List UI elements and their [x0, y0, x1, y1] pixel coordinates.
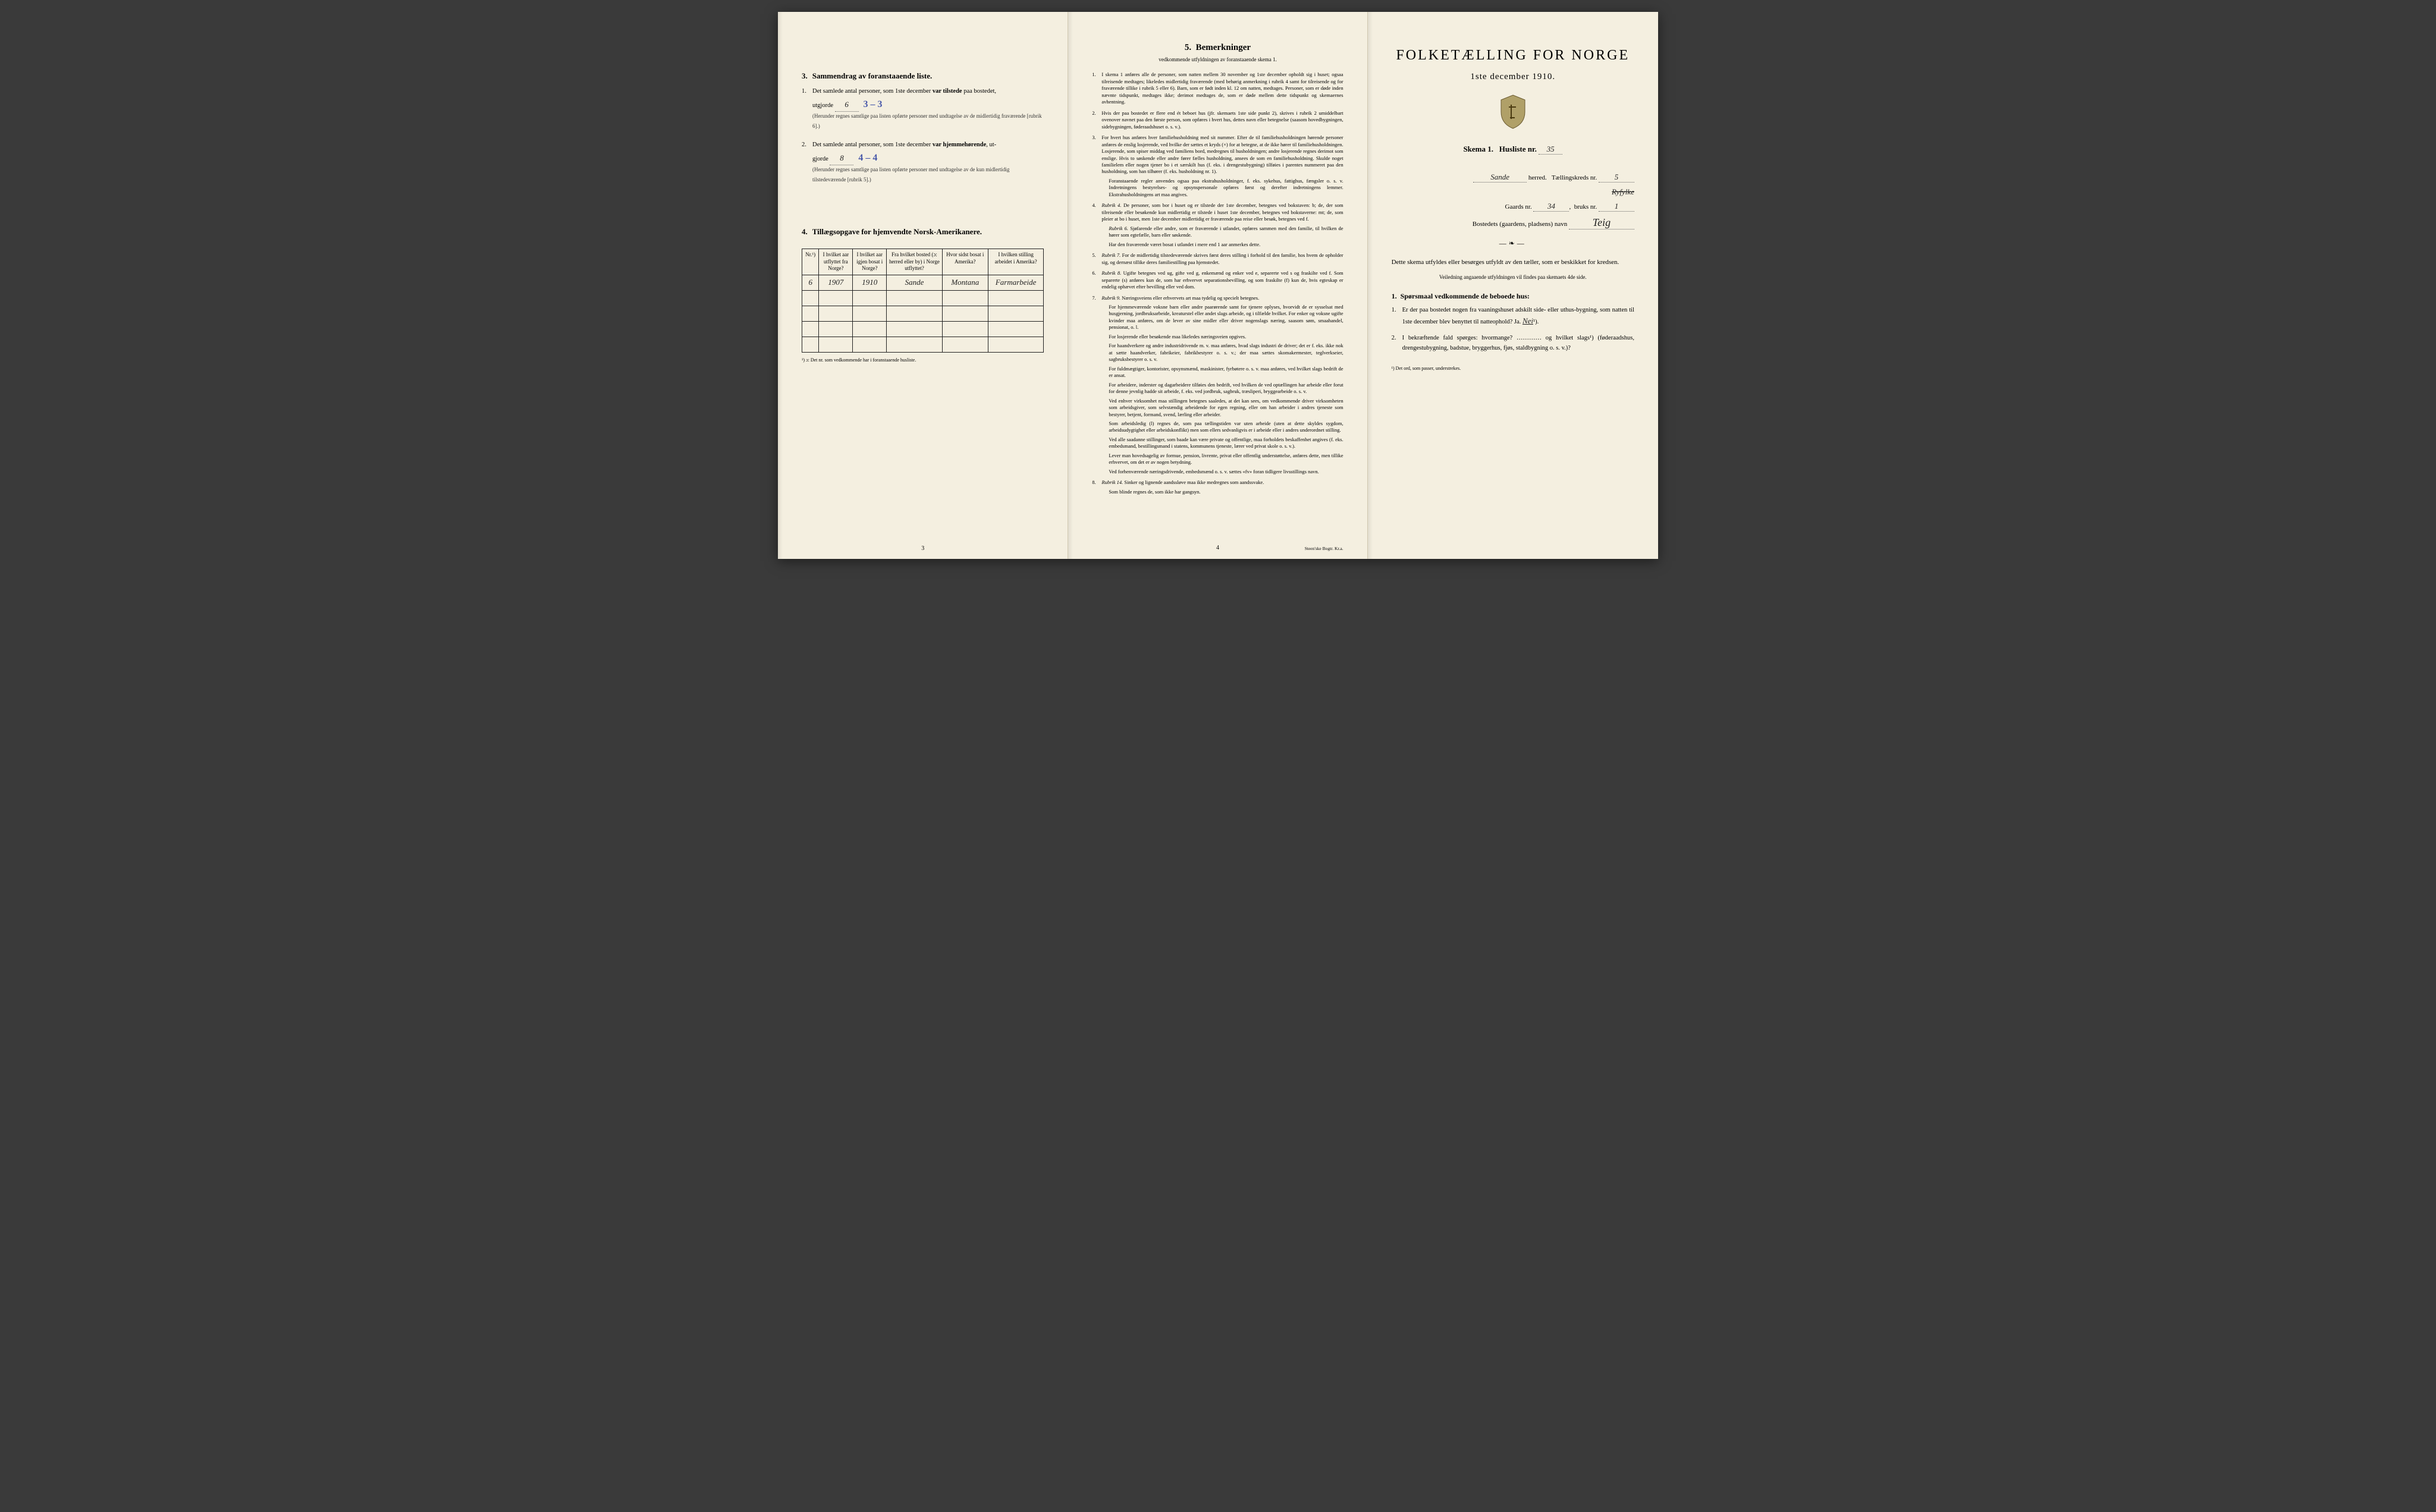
table-cell	[802, 306, 819, 322]
table-col-header: I hvilket aar utflyttet fra Norge?	[819, 249, 853, 275]
table-col-header: I hvilken stilling arbeidet i Amerika?	[988, 249, 1044, 275]
section-title: Sammendrag av foranstaaende liste.	[812, 71, 933, 81]
table-cell	[887, 337, 942, 353]
bosted-navn: Teig	[1569, 216, 1634, 230]
gaards-nr: 34	[1533, 202, 1569, 212]
skema-line: Skema 1. Husliste nr. 35	[1392, 144, 1634, 155]
emigrant-table: Nr.¹)I hvilket aar utflyttet fra Norge?I…	[802, 249, 1044, 353]
gaards-line: Gaards nr. 34, bruks nr. 1	[1392, 202, 1634, 212]
herred-strike: Ryfylke	[1392, 187, 1634, 197]
remark-item: 3.For hvert hus anføres hver familiehush…	[1092, 134, 1343, 198]
table-row	[802, 337, 1044, 353]
section-3-heading: 3. Sammendrag av foranstaaende liste.	[802, 59, 1044, 87]
table-col-header: Hvor sidst bosat i Amerika?	[942, 249, 988, 275]
questions-list: 1. Er der paa bostedet nogen fra vaaning…	[1392, 306, 1634, 354]
table-cell	[819, 337, 853, 353]
table-cell	[988, 291, 1044, 306]
hjemme-split: 4 – 4	[858, 153, 877, 163]
table-cell	[802, 291, 819, 306]
table-col-header: Nr.¹)	[802, 249, 819, 275]
table-cell: 1907	[819, 275, 853, 291]
summary-item-2: 2. Det samlede antal personer, som 1ste …	[802, 140, 1044, 186]
page-number: 3	[921, 545, 924, 552]
section-number: 4.	[802, 227, 808, 237]
table-cell	[853, 322, 887, 337]
table-cell	[942, 306, 988, 322]
bruks-nr: 1	[1599, 202, 1634, 212]
remark-item: 6.Rubrik 8. Ugifte betegnes ved ug, gift…	[1092, 270, 1343, 290]
census-date: 1ste december 1910.	[1392, 72, 1634, 82]
section-number: 3.	[802, 71, 808, 81]
table-cell	[887, 322, 942, 337]
table-row	[802, 322, 1044, 337]
remark-item: 8.Rubrik 14. Sinker og lignende aandsslø…	[1092, 479, 1343, 495]
table-cell	[988, 337, 1044, 353]
section-4-heading: 4. Tillægsopgave for hjemvendte Norsk-Am…	[802, 215, 1044, 243]
remark-item: 5.Rubrik 7. For de midlertidig tilstedev…	[1092, 252, 1343, 266]
printer-mark: Steen'ske Bogtr. Kr.a.	[1305, 546, 1343, 552]
table-cell	[819, 306, 853, 322]
table-cell	[802, 322, 819, 337]
page-number: 4	[1216, 544, 1219, 552]
remarks-subtitle: vedkommende utfyldningen av foranstaaend…	[1092, 56, 1343, 63]
filling-instruction: Dette skema utfyldes eller besørges utfy…	[1392, 257, 1634, 268]
krets-nr: 5	[1599, 172, 1634, 183]
ornament-icon: ―❧―	[1392, 239, 1634, 248]
herred-value: Sande	[1473, 172, 1527, 183]
husliste-nr: 35	[1539, 144, 1562, 155]
table-cell	[988, 306, 1044, 322]
remark-item: 2.Hvis der paa bostedet er flere end ét …	[1092, 110, 1343, 130]
table-cell	[988, 322, 1044, 337]
table-row: 619071910SandeMontanaFarmarbeide	[802, 275, 1044, 291]
remarks-heading: 5. Bemerkninger	[1092, 42, 1343, 54]
coat-of-arms-icon	[1392, 94, 1634, 133]
table-cell	[819, 322, 853, 337]
question-heading: 1. Spørsmaal vedkommende de beboede hus:	[1392, 292, 1634, 301]
tilstede-count: 6	[835, 99, 859, 112]
remark-item: 4.Rubrik 4. De personer, som bor i huset…	[1092, 202, 1343, 248]
table-header: Nr.¹)I hvilket aar utflyttet fra Norge?I…	[802, 249, 1044, 275]
tilstede-split: 3 – 3	[864, 99, 883, 109]
herred-line: Sande herred. Tællingskreds nr. 5	[1392, 172, 1634, 183]
table-cell: Sande	[887, 275, 942, 291]
table-body: 619071910SandeMontanaFarmarbeide	[802, 275, 1044, 353]
section-title: Tillægsopgave for hjemvendte Norsk-Ameri…	[812, 227, 982, 237]
table-cell	[853, 337, 887, 353]
remarks-list: 1.I skema 1 anføres alle de personer, so…	[1092, 71, 1343, 495]
summary-item-1: 1. Det samlede antal personer, som 1ste …	[802, 87, 1044, 132]
question-1: 1. Er der paa bostedet nogen fra vaaning…	[1392, 306, 1634, 328]
main-title: FOLKETÆLLING FOR NORGE	[1392, 48, 1634, 64]
table-cell: Montana	[942, 275, 988, 291]
answer-nei: Nei	[1522, 316, 1533, 325]
table-cell	[802, 337, 819, 353]
table-cell	[887, 291, 942, 306]
table-col-header: I hvilket aar igjen bosat i Norge?	[853, 249, 887, 275]
table-row	[802, 291, 1044, 306]
question-2: 2. I bekræftende fald spørges: hvormange…	[1392, 334, 1634, 354]
remark-item: 1.I skema 1 anføres alle de personer, so…	[1092, 71, 1343, 105]
page-3: 3. Sammendrag av foranstaaende liste. 1.…	[778, 12, 1068, 559]
table-cell	[853, 306, 887, 322]
footnote: ¹) Det ord, som passer, understrekes.	[1392, 366, 1634, 371]
guidance-note: Veiledning angaaende utfyldningen vil fi…	[1392, 274, 1634, 280]
remark-item: 7.Rubrik 9. Næringsveiens eller erhverve…	[1092, 295, 1343, 476]
hjemme-count: 8	[830, 152, 853, 165]
table-cell	[942, 322, 988, 337]
table-col-header: Fra hvilket bosted (ɔ: herred eller by) …	[887, 249, 942, 275]
table-cell	[887, 306, 942, 322]
table-cell	[942, 291, 988, 306]
table-cell: Farmarbeide	[988, 275, 1044, 291]
page-4: 5. Bemerkninger vedkommende utfyldningen…	[1068, 12, 1367, 559]
page-title: FOLKETÆLLING FOR NORGE 1ste december 191…	[1368, 12, 1658, 559]
table-cell	[942, 337, 988, 353]
bosted-line: Bostedets (gaardens, pladsens) navn Teig	[1392, 216, 1634, 230]
document-spread: 3. Sammendrag av foranstaaende liste. 1.…	[778, 12, 1658, 559]
section-3-list: 1. Det samlede antal personer, som 1ste …	[802, 87, 1044, 186]
table-cell	[853, 291, 887, 306]
table-cell: 1910	[853, 275, 887, 291]
table-row	[802, 306, 1044, 322]
table-footnote: ¹) ɔ: Det nr. som vedkommende har i fora…	[802, 357, 1044, 363]
table-cell: 6	[802, 275, 819, 291]
table-cell	[819, 291, 853, 306]
